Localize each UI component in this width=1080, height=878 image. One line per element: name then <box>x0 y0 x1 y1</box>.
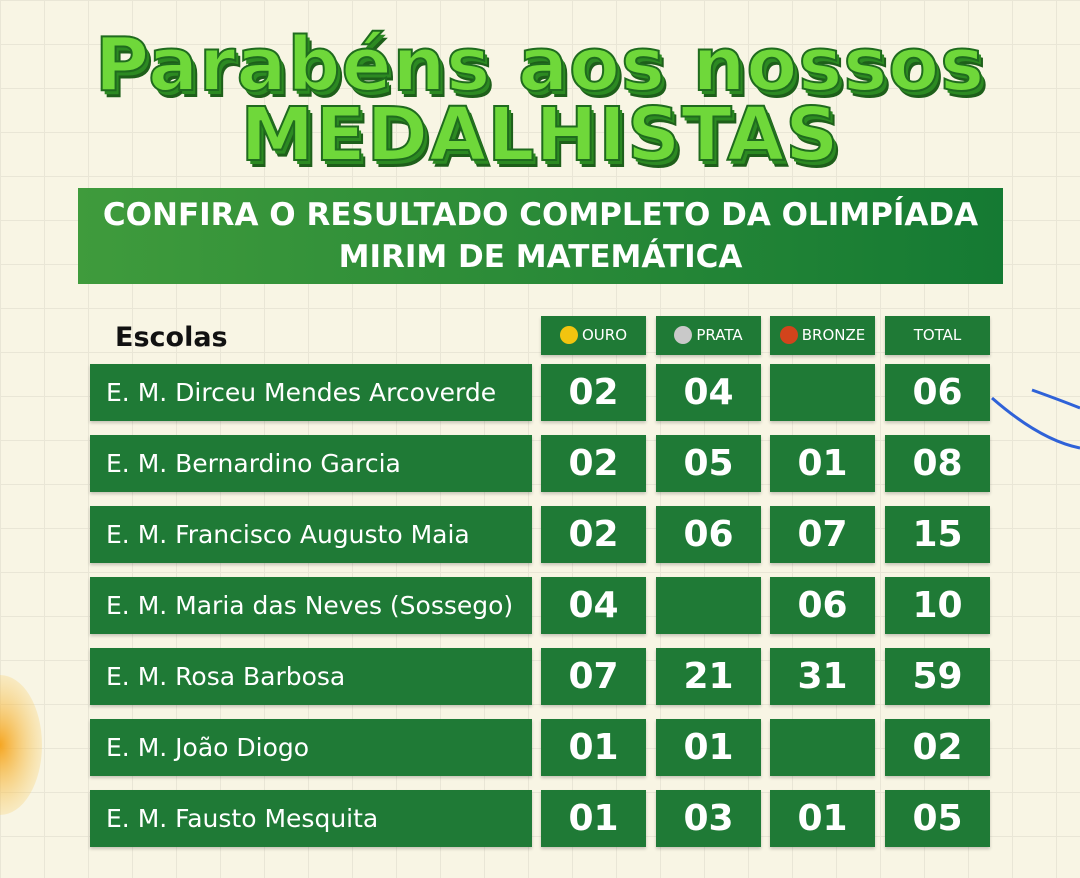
medal-count: 02 <box>541 506 646 563</box>
banner-line: MIRIM DE MATEMÁTICA <box>338 239 743 275</box>
medal-count <box>770 719 875 776</box>
row-header: Escolas <box>115 322 228 353</box>
banner-line: CONFIRA O RESULTADO COMPLETO DA OLIMPÍAD… <box>102 197 979 233</box>
medal-count <box>770 364 875 421</box>
medal-count: 06 <box>770 577 875 634</box>
medal-count: 06 <box>656 506 761 563</box>
medal-count: 15 <box>885 506 990 563</box>
medal-count: 01 <box>541 719 646 776</box>
school-name: E. M. João Diogo <box>90 719 532 776</box>
medal-count: 01 <box>541 790 646 847</box>
school-name: E. M. Bernardino Garcia <box>90 435 532 492</box>
column-label: OURO <box>581 326 627 344</box>
medal-count: 01 <box>770 790 875 847</box>
medal-count: 02 <box>885 719 990 776</box>
column-header: OURO <box>541 316 646 355</box>
orange-blob <box>0 675 42 815</box>
medal-count: 07 <box>770 506 875 563</box>
title-line: Parabéns aos nossos <box>94 21 986 109</box>
medal-count: 21 <box>656 648 761 705</box>
medal-count: 02 <box>541 364 646 421</box>
medal-count: 05 <box>656 435 761 492</box>
medal-count: 59 <box>885 648 990 705</box>
medal-dot <box>779 326 798 344</box>
blue-squiggle <box>991 388 1080 450</box>
medal-count: 07 <box>541 648 646 705</box>
medal-dot <box>559 326 578 344</box>
school-name: E. M. Maria das Neves (Sossego) <box>90 577 532 634</box>
medal-count: 31 <box>770 648 875 705</box>
banner: CONFIRA O RESULTADO COMPLETO DA OLIMPÍAD… <box>78 188 1003 284</box>
column-label: PRATA <box>696 326 743 344</box>
column-header: TOTAL <box>885 316 990 355</box>
column-header: PRATA <box>656 316 761 355</box>
school-name: E. M. Fausto Mesquita <box>90 790 532 847</box>
medal-count: 01 <box>770 435 875 492</box>
column-header: BRONZE <box>770 316 875 355</box>
medal-count: 10 <box>885 577 990 634</box>
medal-count: 06 <box>885 364 990 421</box>
column-label: TOTAL <box>913 326 962 344</box>
school-name: E. M. Rosa Barbosa <box>90 648 532 705</box>
medal-count: 02 <box>541 435 646 492</box>
school-name: E. M. Francisco Augusto Maia <box>90 506 532 563</box>
school-name: E. M. Dirceu Mendes Arcoverde <box>90 364 532 421</box>
medal-count <box>656 577 761 634</box>
medal-count: 03 <box>656 790 761 847</box>
title-line: MEDALHISTAS <box>239 91 840 179</box>
medal-count: 01 <box>656 719 761 776</box>
medal-count: 05 <box>885 790 990 847</box>
column-label: BRONZE <box>801 326 866 344</box>
medal-count: 04 <box>541 577 646 634</box>
medal-count: 08 <box>885 435 990 492</box>
medal-dot <box>674 326 693 344</box>
medal-count: 04 <box>656 364 761 421</box>
